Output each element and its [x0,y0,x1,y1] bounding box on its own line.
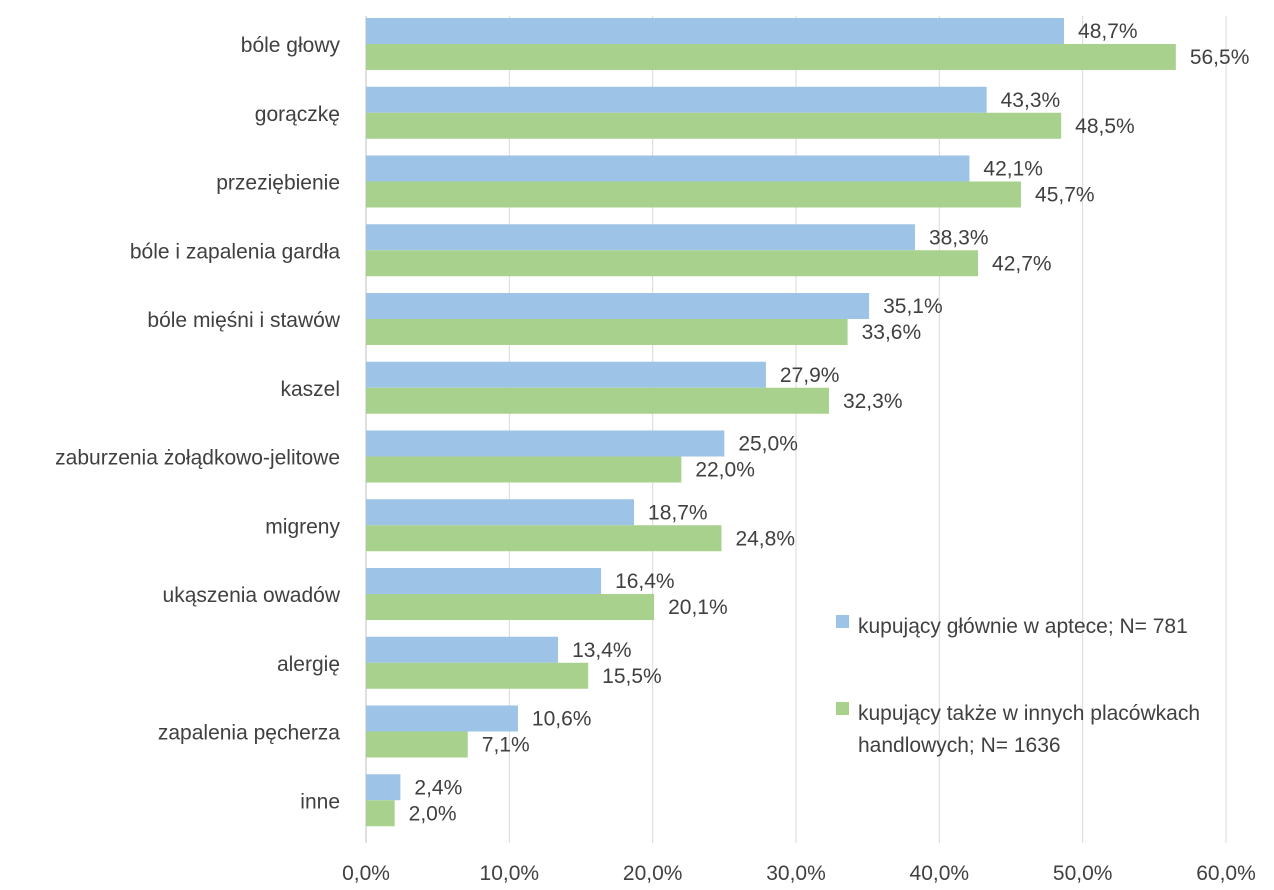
category-label: ukąszenia owadów [163,584,341,607]
data-label: 13,4% [572,639,632,662]
legend-label: kupujący głównie w aptece; N= 781 [858,615,1188,638]
category-label: zaburzenia żołądkowo-jelitowe [55,447,340,470]
x-tick-label: 10,0% [480,862,540,885]
data-label: 48,7% [1078,20,1138,43]
bar [366,18,1065,44]
category-label: inne [300,790,340,813]
data-label: 27,9% [780,364,840,387]
category-label: gorączkę [255,103,340,126]
gridlines [365,16,1227,843]
bar [366,525,722,552]
data-labels: 48,7% 56,5% 43,3% 48,5% 42,1% 45,7% 38,3%42,7%… [409,20,1250,825]
bar [366,112,1062,139]
category-label: migreny [265,515,340,538]
x-tick-label: 60,0% [1196,862,1256,885]
data-label: 42,1% [983,158,1043,181]
legend-label: kupujący także w innych placówkach [858,702,1200,725]
legend-swatch [836,615,849,628]
bar [366,224,915,251]
data-label: 15,5% [602,665,662,688]
data-label: 32,3% [843,390,903,413]
data-label: 18,7% [648,501,708,524]
x-tick-label: 20,0% [623,862,683,885]
data-label: 7,1% [482,734,530,757]
bar [366,361,766,388]
x-tick-label: 30,0% [766,862,826,885]
bar [366,44,1176,70]
bar [366,499,635,526]
category-label: bóle mięśni i stawów [147,309,340,332]
bar [366,636,559,663]
bar [366,293,870,319]
data-label: 48,5% [1075,115,1135,138]
bar [366,319,848,345]
bar [366,181,1022,208]
category-label: bóle głowy [241,34,341,57]
legend: kupujący głównie w aptece; N= 781 kupując… [836,615,1200,757]
legend-label: handlowych; N= 1636 [858,734,1061,757]
data-label: 35,1% [883,295,943,318]
data-label: 56,5% [1190,46,1250,69]
data-label: 42,7% [992,252,1052,275]
x-tick-label: 50,0% [1053,862,1113,885]
x-tick-label: 0,0% [342,862,390,885]
category-label: alergię [277,653,340,676]
data-label: 16,4% [615,570,675,593]
category-label: kaszel [280,378,340,401]
data-label: 25,0% [738,433,798,456]
category-label: przeziębienie [216,172,340,195]
bar [366,594,655,620]
bar [366,155,970,182]
data-label: 2,0% [409,802,457,825]
bar [366,250,979,277]
data-label: 22,0% [695,459,755,482]
bar [366,456,682,483]
bar [366,430,725,457]
data-label: 10,6% [532,708,592,731]
bar [366,800,395,827]
bar [366,731,468,758]
data-label: 20,1% [668,596,728,619]
bar [366,86,987,113]
category-labels: bóle głowy gorączkę przeziębienie bóle i za… [55,34,341,813]
legend-swatch [836,702,849,715]
x-tick-label: 40,0% [910,862,970,885]
bars [366,18,1176,827]
bar [366,387,829,414]
category-label: zapalenia pęcherza [158,722,340,745]
data-label: 43,3% [1001,89,1061,112]
data-label: 38,3% [929,226,989,249]
bar [366,705,518,732]
category-label: bóle i zapalenia gardła [130,240,340,263]
x-axis-tick-labels: 0,0% 10,0% 20,0% 30,0% 40,0% 50,0% 60,0% [342,862,1256,885]
bar [366,774,401,801]
bar [366,568,602,594]
data-label: 45,7% [1035,184,1095,207]
data-label: 2,4% [414,776,462,799]
data-label: 33,6% [862,321,922,344]
bar [366,662,589,689]
data-label: 24,8% [735,527,795,550]
